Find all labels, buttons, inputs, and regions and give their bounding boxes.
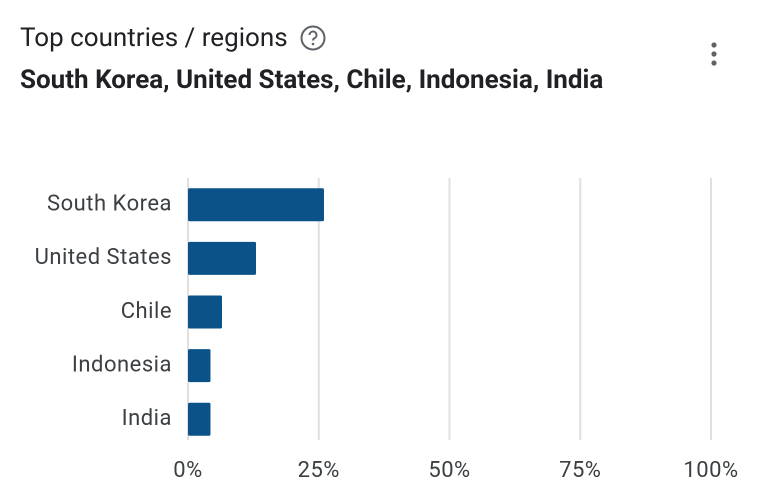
y-tick-label: United States bbox=[35, 245, 172, 270]
menu-icon[interactable] bbox=[706, 40, 722, 70]
chart-subtitle: South Korea, United States, Chile, Indon… bbox=[20, 65, 604, 95]
y-tick-label: Indonesia bbox=[72, 352, 172, 377]
x-tick-label: 100% bbox=[683, 458, 738, 483]
y-tick-label: India bbox=[122, 406, 172, 431]
bar bbox=[188, 349, 211, 383]
y-tick-label: South Korea bbox=[47, 192, 172, 217]
y-tick-label: Chile bbox=[121, 299, 172, 324]
title-row: Top countries / regions bbox=[20, 20, 326, 56]
x-tick-label: 25% bbox=[298, 458, 340, 483]
x-tick-label: 50% bbox=[428, 458, 470, 483]
bar bbox=[188, 402, 211, 436]
chart-title: Top countries / regions bbox=[20, 23, 288, 53]
bar bbox=[188, 188, 324, 222]
bar bbox=[188, 241, 256, 275]
x-tick-label: 75% bbox=[559, 458, 601, 483]
x-tick-label: 0% bbox=[173, 458, 202, 483]
bar bbox=[188, 295, 222, 329]
help-icon[interactable] bbox=[300, 25, 326, 51]
